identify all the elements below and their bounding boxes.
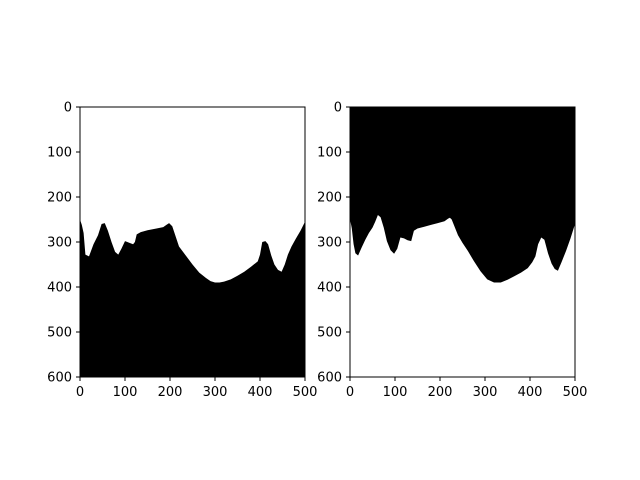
right-y-tick-label: 300: [317, 236, 342, 251]
left-y-tick-label: 600: [47, 371, 72, 386]
right-x-tick-label: 100: [383, 385, 408, 400]
right-y-tick-label: 0: [334, 101, 342, 116]
left-y-tick-label: 500: [47, 326, 72, 341]
left-y-tick-label: 200: [47, 191, 72, 206]
left-y-tick-label: 0: [64, 101, 72, 116]
right-x-tick-label: 0: [346, 385, 354, 400]
right-y-tick-label: 500: [317, 326, 342, 341]
left-filled-region: [80, 219, 305, 377]
right-x-tick-label: 400: [518, 385, 543, 400]
left-x-tick-label: 200: [158, 385, 183, 400]
right-y-tick-label: 200: [317, 191, 342, 206]
right-filled-region: [350, 107, 575, 283]
left-y-tick-label: 400: [47, 281, 72, 296]
left-x-tick-label: 300: [203, 385, 228, 400]
right-x-tick-label: 300: [473, 385, 498, 400]
left-x-tick-label: 100: [113, 385, 138, 400]
left-y-tick-label: 300: [47, 236, 72, 251]
left-x-tick-label: 400: [248, 385, 273, 400]
right-image-panel: 0 100 200 300 400 500 0 100 200 300 400 500 600: [317, 101, 587, 401]
right-y-tick-label: 100: [317, 146, 342, 161]
left-y-tick-label: 100: [47, 146, 72, 161]
right-y-tick-label: 600: [317, 371, 342, 386]
left-image-panel: 0 100 200 300 400 500 0 100 200 300 400 500 600: [47, 101, 317, 401]
left-x-tick-label: 0: [76, 385, 84, 400]
right-y-tick-label: 400: [317, 281, 342, 296]
left-x-tick-label: 500: [293, 385, 318, 400]
right-x-tick-label: 200: [428, 385, 453, 400]
right-x-tick-label: 500: [563, 385, 588, 400]
